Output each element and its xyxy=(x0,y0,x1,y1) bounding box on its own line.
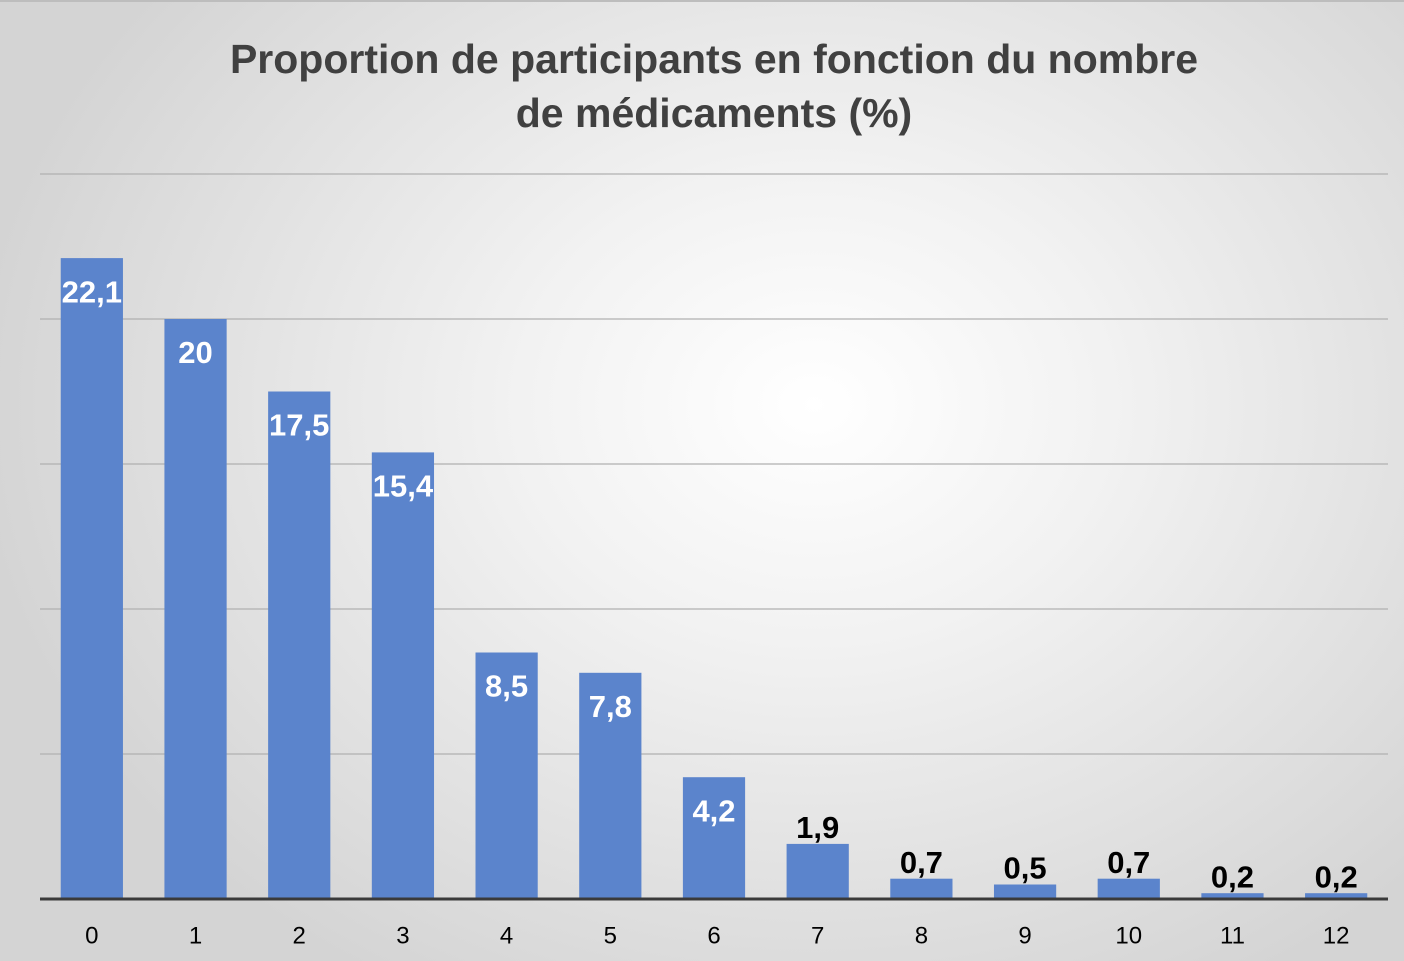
bar xyxy=(268,391,331,899)
x-tick-label: 9 xyxy=(1018,922,1031,949)
data-label: 8,5 xyxy=(485,669,528,704)
bar xyxy=(164,319,227,899)
bar xyxy=(890,878,953,899)
x-tick-label: 7 xyxy=(811,922,824,949)
x-tick-label: 1 xyxy=(189,922,202,949)
x-tick-label: 2 xyxy=(293,922,306,949)
x-tick-label: 5 xyxy=(604,922,617,949)
data-label: 0,2 xyxy=(1211,859,1254,894)
x-tick-label: 12 xyxy=(1323,922,1350,949)
x-tick-label: 3 xyxy=(396,922,409,949)
bar xyxy=(786,843,849,899)
data-label: 7,8 xyxy=(589,689,632,724)
bar xyxy=(1305,893,1368,899)
bar xyxy=(371,452,435,899)
x-tick-label: 8 xyxy=(915,922,928,949)
chart-title: Proportion de participants en fonction d… xyxy=(229,36,1199,136)
bar xyxy=(1201,893,1264,899)
data-label: 0,5 xyxy=(1004,851,1047,886)
bar xyxy=(682,777,746,899)
bar xyxy=(993,884,1057,899)
data-label: 4,2 xyxy=(692,793,735,828)
data-label: 0,7 xyxy=(1107,845,1150,880)
bar xyxy=(60,258,123,900)
data-label: 20 xyxy=(178,335,212,370)
x-tick-label: 6 xyxy=(707,922,720,949)
data-label: 17,5 xyxy=(269,408,329,443)
data-label: 22,1 xyxy=(62,274,122,309)
x-tick-label: 11 xyxy=(1220,922,1245,949)
data-label: 1,9 xyxy=(796,810,839,845)
bar xyxy=(579,672,642,899)
data-label: 0,2 xyxy=(1315,859,1358,894)
data-label: 0,7 xyxy=(900,845,943,880)
data-label: 15,4 xyxy=(373,469,434,504)
bar xyxy=(1097,878,1160,899)
x-tick-label: 0 xyxy=(85,922,98,949)
x-tick-label: 10 xyxy=(1115,922,1142,949)
x-tick-label: 4 xyxy=(500,922,513,949)
bar xyxy=(475,652,538,899)
